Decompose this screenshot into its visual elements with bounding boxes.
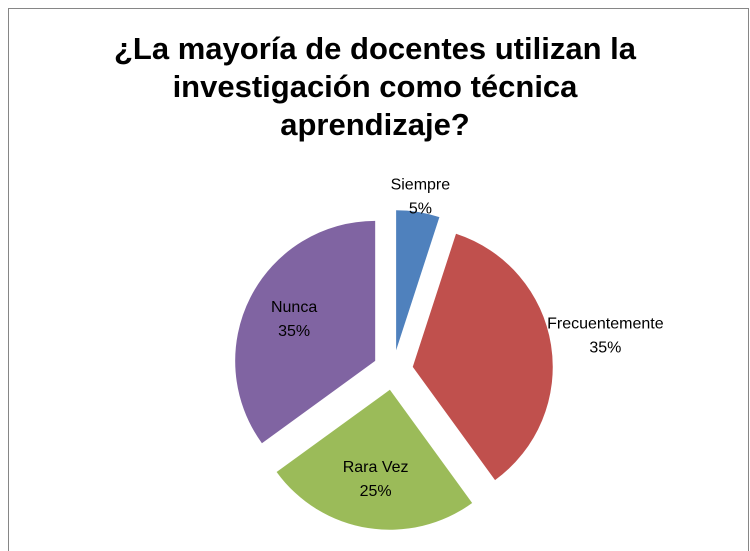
slice-label: Siempre bbox=[391, 176, 451, 193]
slice-value-label: 25% bbox=[360, 483, 392, 500]
slice-value-label: 35% bbox=[589, 340, 621, 357]
chart-title: ¿La mayoría de docentes utilizan la inve… bbox=[114, 31, 636, 142]
pie-slice bbox=[276, 389, 473, 530]
slice-value-label: 5% bbox=[409, 200, 432, 217]
slice-label: Frecuentemente bbox=[547, 316, 664, 333]
slice-value-label: 35% bbox=[278, 323, 310, 340]
slice-label: Rara Vez bbox=[343, 459, 409, 476]
chart-border bbox=[8, 8, 749, 551]
pie-slice bbox=[412, 233, 553, 481]
slice-label: Nunca bbox=[271, 299, 317, 316]
pie-slice bbox=[235, 220, 376, 444]
pie-slice bbox=[396, 210, 440, 351]
